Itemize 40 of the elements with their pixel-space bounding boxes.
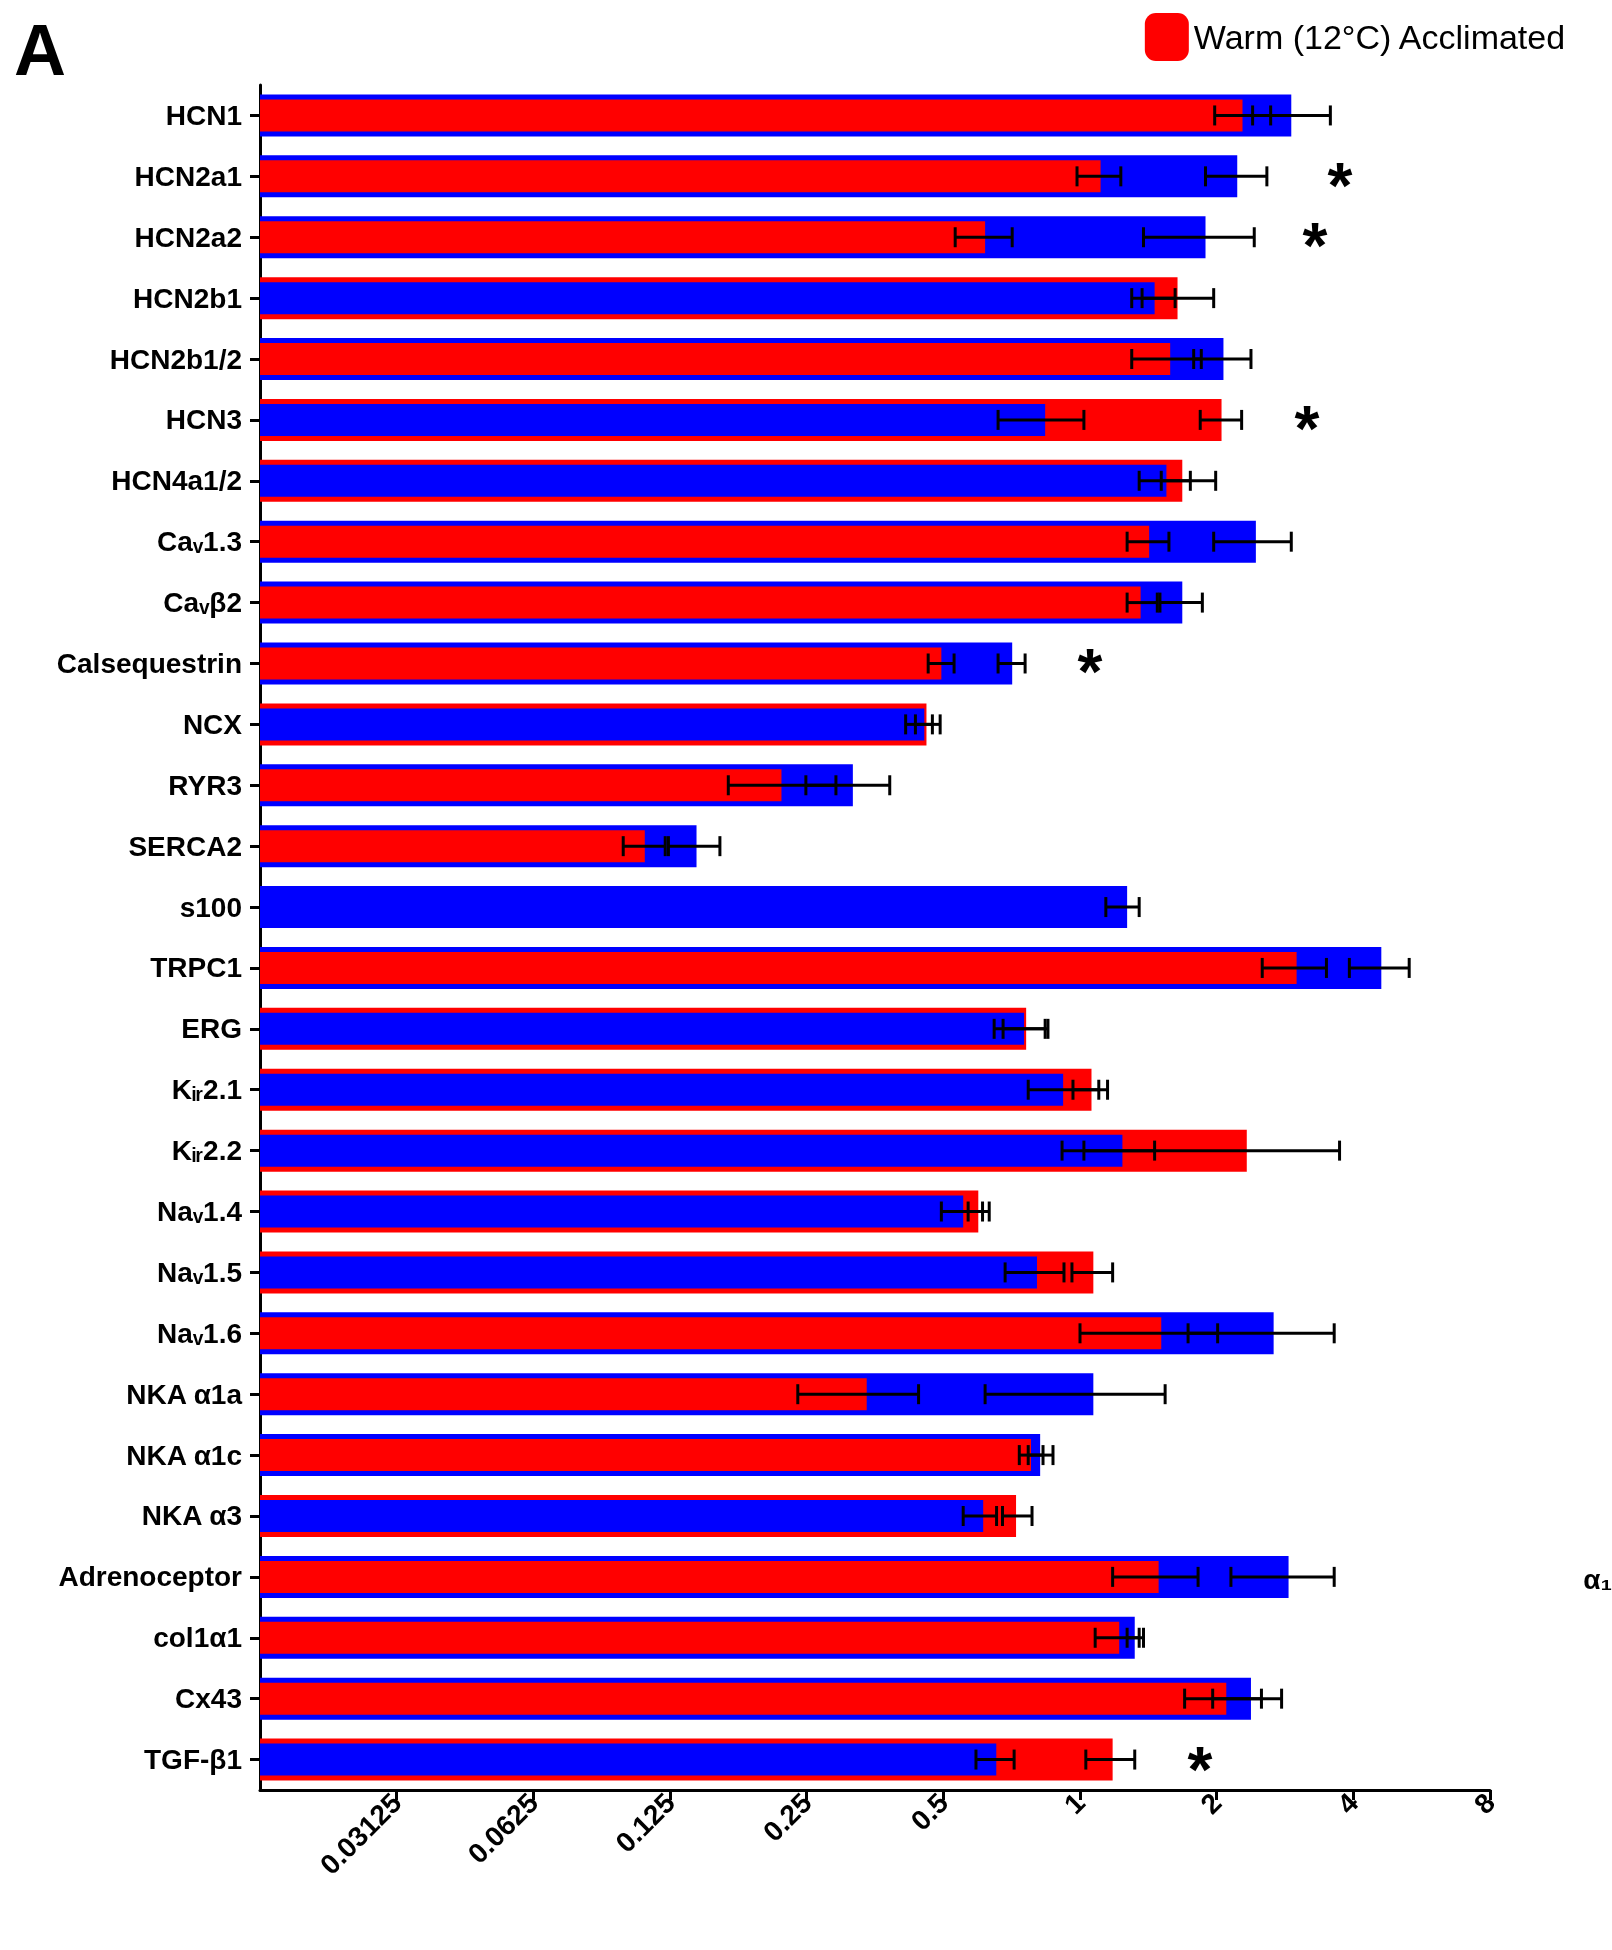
y-tick-label: ERG — [181, 1013, 242, 1045]
y-tick-label: Cx43 — [175, 1683, 242, 1715]
y-tick-label: Naᵥ1.4 — [157, 1196, 243, 1228]
y-tick-label: TGF-β1 — [144, 1744, 242, 1776]
legend-label: Warm (12°C) Acclimated — [1193, 18, 1566, 56]
y-tick-label: HCN2a2 — [134, 221, 242, 253]
y-tick-label: NKA α1c — [126, 1439, 242, 1471]
x-tick-label: 4 — [1331, 1786, 1365, 1820]
x-tick-label: 8 — [1468, 1787, 1501, 1820]
y-tick-label: NKA α1a — [126, 1378, 243, 1410]
y-tick-label: HCN2a1 — [134, 160, 242, 192]
y-tick-label: NCX — [182, 708, 243, 740]
annotation: * — [1294, 393, 1320, 465]
annotation: * — [1302, 210, 1328, 282]
y-tick-label: TRPC1 — [150, 952, 242, 984]
y-tick-label: Kᵢᵣ2.2 — [171, 1135, 242, 1167]
y-tick-label: Adrenoceptor — [58, 1561, 243, 1593]
y-tick-label: Kᵢᵣ2.1 — [171, 1074, 242, 1106]
annotation: * — [1327, 150, 1353, 222]
y-tick-label: col1α1 — [153, 1622, 242, 1654]
y-tick-label: NKA α3 — [141, 1500, 242, 1532]
y-tick-label: HCN2b1/2 — [109, 343, 242, 375]
y-tick-label: HCN2b1 — [133, 282, 242, 314]
y-tick-label: Caᵥβ2 — [163, 587, 242, 619]
y-tick-label: Naᵥ1.6 — [157, 1317, 242, 1349]
annotation: * — [1077, 636, 1103, 708]
text: α₁ — [1583, 1563, 1612, 1595]
x-tick-label: 0.5 — [904, 1787, 955, 1837]
y-tick-label: Caᵥ1.3 — [157, 526, 242, 558]
y-tick-label: HCN4a1/2 — [111, 465, 242, 497]
x-tick-label: 2 — [1194, 1787, 1228, 1820]
text: A — [14, 10, 66, 90]
y-tick-label: HCN1 — [165, 99, 242, 131]
y-tick-label: SERCA2 — [128, 830, 242, 862]
y-tick-label: Calsequestrin — [56, 647, 242, 679]
y-tick-label: RYR3 — [168, 769, 242, 801]
y-tick-label: Naᵥ1.5 — [157, 1256, 242, 1288]
y-tick-label: s100 — [179, 891, 242, 923]
y-tick-label: HCN3 — [165, 404, 242, 436]
x-tick-label: 1 — [1058, 1787, 1091, 1820]
